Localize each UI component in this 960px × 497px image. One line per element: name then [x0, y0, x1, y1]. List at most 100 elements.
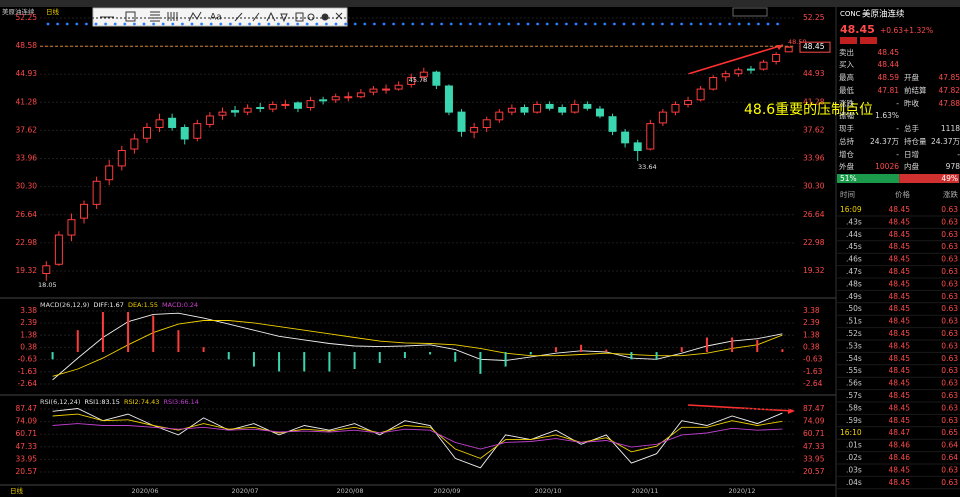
- quote-value: 48.59: [878, 73, 900, 82]
- event-dot: [277, 22, 280, 26]
- quote-value: 47.88: [939, 99, 960, 108]
- y-tick-label: 3.38: [20, 306, 37, 315]
- event-dot: [517, 22, 520, 26]
- macd-bar: [278, 352, 281, 372]
- y-tick-label: 26.64: [16, 210, 38, 219]
- macd-bar: [479, 352, 482, 374]
- trade-price: 48.45: [889, 304, 911, 313]
- quote-value: 1.63%: [875, 111, 899, 120]
- event-dot: [363, 22, 367, 26]
- event-dot: [325, 22, 328, 26]
- macd-bar: [403, 352, 406, 359]
- y-tick-label: 52.25: [16, 13, 38, 22]
- event-dot: [353, 22, 357, 26]
- event-dot: [65, 22, 69, 26]
- quote-label: 昨收: [904, 98, 919, 108]
- candle-body: [80, 203, 89, 219]
- price-annotation: 45.78: [409, 76, 428, 84]
- y-tick-label: 19.32: [16, 266, 38, 275]
- trade-price: 48.45: [889, 366, 911, 375]
- trade-change: 0.64: [941, 441, 958, 450]
- y-tick-label: 52.25: [803, 13, 825, 22]
- indicator-header: MACD(26,12,9): [40, 301, 89, 309]
- quote-value: 48.44: [878, 60, 900, 69]
- candle-body: [721, 73, 730, 78]
- trade-change: 0.63: [941, 354, 958, 363]
- candle-body: [356, 92, 365, 98]
- event-dot: [555, 22, 559, 26]
- tool-settings[interactable]: [321, 13, 329, 21]
- quote-label: 卖出: [839, 47, 854, 57]
- candle-body: [595, 108, 604, 117]
- candle-body: [306, 100, 315, 109]
- trade-time: .51s: [846, 317, 862, 326]
- candle-body: [444, 85, 453, 113]
- quote-label: 振幅: [839, 110, 854, 120]
- y-tick-label: 20.57: [16, 467, 38, 476]
- event-dot: [459, 22, 463, 26]
- quote-value: 978: [946, 162, 960, 171]
- trade-price: 48.45: [889, 205, 911, 214]
- macd-bar: [378, 352, 381, 363]
- event-dot: [737, 22, 741, 26]
- event-dot: [334, 22, 338, 26]
- quote-label: 最高: [839, 72, 854, 82]
- candle-body: [256, 107, 265, 110]
- candle-body: [432, 71, 441, 86]
- tool-icons[interactable]: [234, 11, 304, 23]
- quote-label: 现手: [839, 123, 854, 133]
- price-annotation: 48.59: [788, 38, 807, 46]
- trade-price: 48.46: [889, 441, 911, 450]
- y-tick-label: 47.33: [803, 442, 825, 451]
- event-dot: [584, 22, 587, 26]
- y-tick-label: 44.93: [16, 69, 38, 78]
- trade-time: .44s: [846, 230, 862, 239]
- theme-select[interactable]: [732, 7, 768, 17]
- change-pct: +1.32%: [903, 26, 933, 35]
- candle-body: [709, 77, 718, 90]
- macd-bar: [252, 352, 255, 367]
- trades-header: 涨跌: [943, 189, 958, 199]
- quote-value: -: [957, 150, 960, 159]
- tool-text[interactable]: Aa: [210, 13, 222, 23]
- event-dot: [622, 22, 626, 26]
- event-dot: [757, 22, 760, 26]
- y-tick-label: 74.09: [803, 417, 825, 426]
- y-tick-label: 0.38: [20, 342, 37, 351]
- candle-body: [570, 103, 579, 113]
- candle-body: [658, 111, 667, 124]
- macd-bar: [605, 349, 608, 353]
- quote-value: 24.37万: [931, 137, 960, 146]
- tool-gann[interactable]: [167, 12, 178, 21]
- tool-pattern[interactable]: [188, 11, 202, 22]
- event-dot: [680, 22, 683, 26]
- candle-body: [684, 100, 693, 105]
- candle-body: [281, 103, 290, 106]
- trade-price: 48.45: [889, 279, 911, 288]
- event-dot: [181, 22, 184, 26]
- candle-body: [117, 150, 126, 167]
- macd-bar: [781, 349, 784, 353]
- x-tick-label: 2020/11: [631, 487, 658, 495]
- event-dot: [382, 22, 386, 26]
- quote-value: 47.85: [939, 73, 960, 82]
- tool-rect[interactable]: [125, 11, 136, 22]
- y-tick-label: 3.38: [803, 306, 820, 315]
- x-tick-label: 2020/12: [728, 487, 755, 495]
- change: +0.63: [880, 26, 903, 35]
- event-dot: [565, 22, 568, 26]
- y-tick-label: -2.64: [803, 379, 823, 388]
- event-dot: [46, 22, 50, 26]
- y-tick-label: 2.39: [20, 318, 37, 327]
- event-dot: [718, 22, 722, 26]
- trade-price: 48.45: [889, 292, 911, 301]
- trade-change: 0.63: [941, 416, 958, 425]
- tool-fib[interactable]: [150, 11, 160, 22]
- tool-eye[interactable]: [307, 13, 315, 21]
- candle-body: [507, 107, 516, 113]
- y-tick-label: 33.95: [803, 454, 825, 463]
- event-dot: [296, 22, 299, 26]
- trade-time: .54s: [846, 354, 862, 363]
- y-tick-label: 26.64: [803, 210, 825, 219]
- indicator-line: [52, 408, 783, 469]
